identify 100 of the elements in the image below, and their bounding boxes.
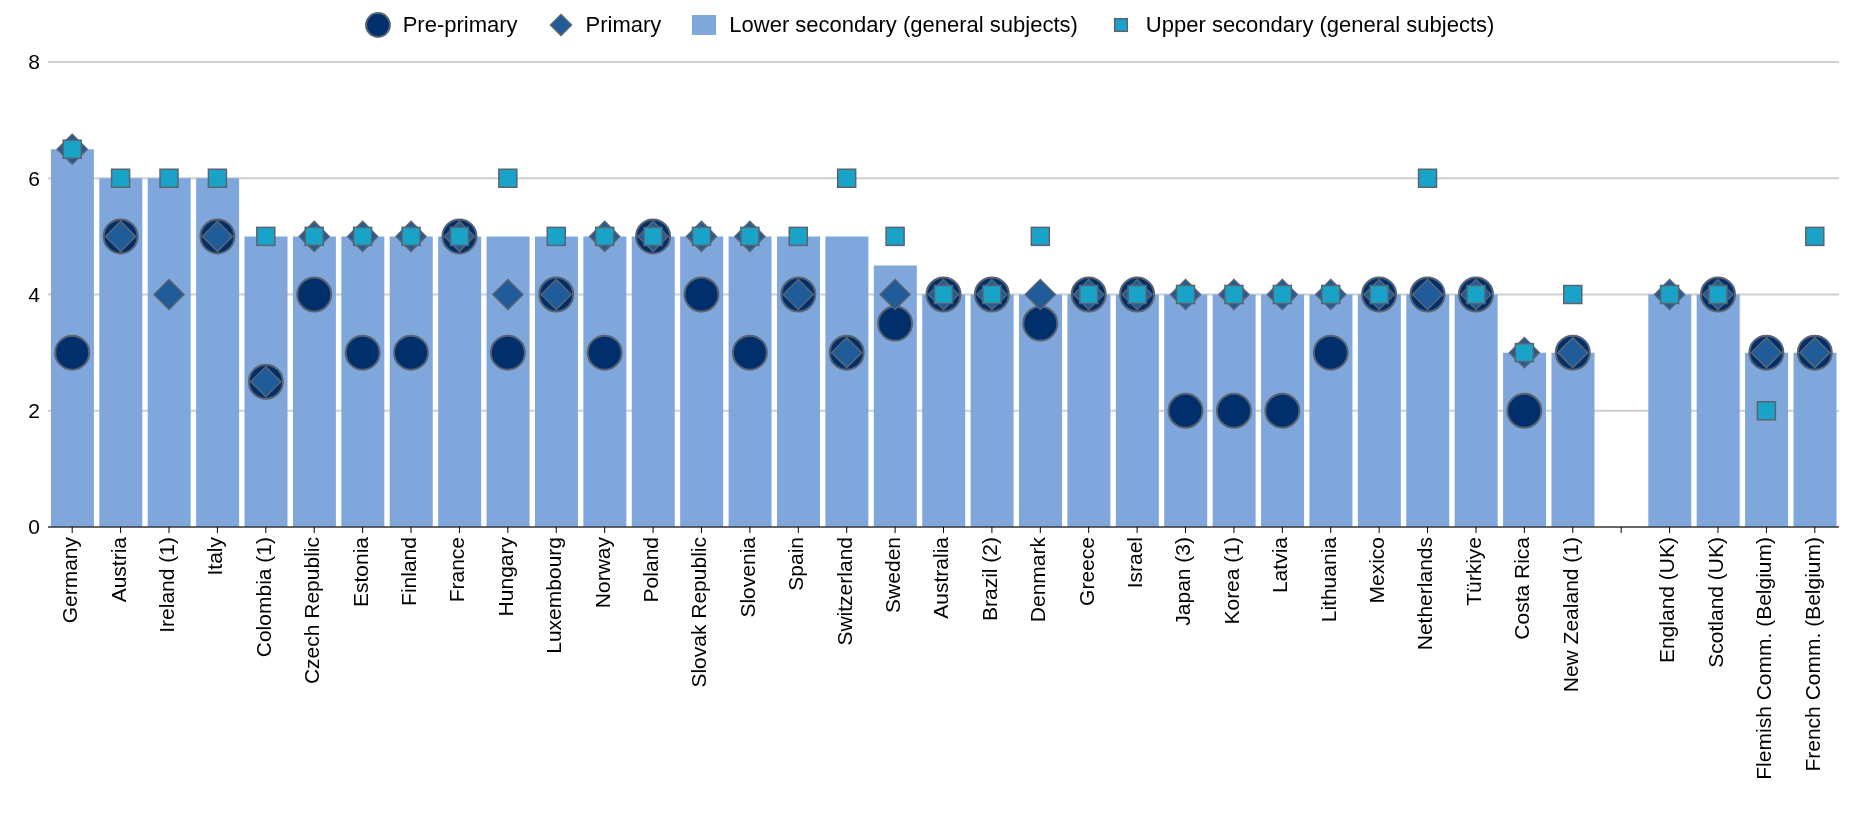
x-tick-label: Denmark: [1026, 536, 1050, 623]
x-tick-label: Poland: [638, 537, 662, 603]
point: [393, 334, 430, 371]
x-tick-label: Czech Republic: [300, 537, 324, 685]
x-tick-label: Australia: [929, 536, 953, 619]
point: [1215, 392, 1252, 429]
y-tick-label: 4: [28, 282, 41, 306]
bar: [1551, 352, 1595, 527]
x-tick-label: France: [445, 537, 469, 603]
x-tick-label: Italy: [203, 536, 227, 576]
bar: [922, 294, 966, 527]
x-tick-label: Estonia: [348, 536, 372, 608]
x-tick-label: Greece: [1074, 537, 1098, 606]
bar: [1696, 294, 1740, 527]
point: [1805, 226, 1825, 247]
point: [1024, 278, 1057, 311]
x-tick-label: Switzerland: [832, 537, 856, 646]
bar: [292, 236, 336, 527]
point: [683, 276, 720, 313]
bar: [1454, 294, 1498, 527]
bar: [583, 236, 627, 527]
x-tick-label: Germany: [58, 536, 82, 624]
point: [256, 226, 276, 247]
x-tick-label: Finland: [396, 537, 420, 606]
y-tick-label: 8: [28, 50, 40, 74]
point: [207, 168, 228, 188]
x-tick-label: Slovenia: [735, 536, 759, 618]
point: [498, 168, 518, 188]
point: [1417, 168, 1438, 188]
bar: [1067, 294, 1111, 527]
x-tick-label: Spain: [784, 537, 808, 591]
x-tick-label: Scotland (UK): [1703, 537, 1727, 668]
y-tick-label: 2: [28, 399, 40, 423]
x-tick-label: Hungary: [493, 536, 517, 617]
point: [489, 334, 526, 371]
point: [159, 168, 179, 188]
bar: [50, 149, 94, 527]
bar: [1357, 294, 1401, 527]
bar: [341, 236, 385, 527]
legend-label: Pre-primary: [402, 12, 518, 38]
point: [296, 276, 333, 313]
point: [877, 305, 914, 342]
point: [1030, 226, 1051, 247]
point: [1264, 392, 1301, 429]
bar: [99, 178, 143, 527]
bar: [534, 236, 578, 527]
x-tick-label: Mexico: [1365, 537, 1389, 604]
bar: [1793, 352, 1837, 527]
point: [1756, 401, 1777, 421]
point: [1506, 392, 1543, 429]
x-tick-label: Lithuania: [1316, 536, 1340, 623]
x-tick-label: Costa Rica: [1510, 536, 1534, 640]
bar: [1115, 294, 1159, 527]
point: [1022, 305, 1059, 342]
x-tick-label: Flemish Comm. (Belgium): [1752, 537, 1776, 780]
bar: [1406, 294, 1450, 527]
bar: [196, 178, 240, 527]
x-tick-label: French Comm. (Belgium): [1800, 537, 1824, 772]
y-tick-label: 6: [28, 166, 40, 190]
x-tick-label: Netherlands: [1413, 537, 1437, 651]
x-tick-label: Ireland (1): [154, 537, 178, 633]
x-tick-label: Japan (3): [1171, 537, 1195, 626]
x-tick-label: Latvia: [1268, 536, 1292, 594]
x-tick-label: Luxembourg: [542, 537, 566, 654]
bar: [825, 236, 869, 527]
x-tick-label: Slovak Republic: [687, 537, 711, 688]
x-tick-label: Brazil (2): [977, 537, 1001, 622]
point: [586, 334, 623, 371]
legend-label: Lower secondary (general subjects): [729, 12, 1078, 38]
point: [492, 278, 524, 311]
point: [110, 168, 131, 188]
y-tick-label: 0: [28, 515, 40, 539]
bar: [244, 236, 288, 527]
x-tick-label: Korea (1): [1219, 537, 1243, 625]
point: [788, 226, 809, 247]
x-tick-label: Israel: [1123, 537, 1147, 589]
point: [54, 334, 91, 371]
x-tick-label: Norway: [590, 536, 614, 609]
bar: [680, 236, 724, 527]
point: [546, 226, 567, 247]
point: [153, 278, 185, 311]
x-tick-label: Austria: [106, 536, 130, 603]
point: [885, 226, 905, 247]
point: [879, 278, 911, 311]
point: [731, 334, 768, 371]
bar: [438, 236, 482, 527]
x-tick-label: Türkiye: [1461, 537, 1485, 606]
point: [1312, 334, 1349, 371]
x-tick-label: England (UK): [1655, 537, 1679, 664]
point: [344, 334, 381, 371]
x-tick-label: Colombia (1): [251, 537, 275, 658]
x-tick-label: Sweden: [881, 537, 904, 613]
bar: [147, 178, 191, 527]
bar: [1648, 294, 1692, 527]
point: [1563, 284, 1583, 305]
x-tick-label: New Zealand (1): [1558, 537, 1582, 693]
bar: [970, 294, 1014, 527]
bar: [776, 236, 820, 527]
point: [836, 168, 857, 188]
point: [1167, 392, 1204, 429]
